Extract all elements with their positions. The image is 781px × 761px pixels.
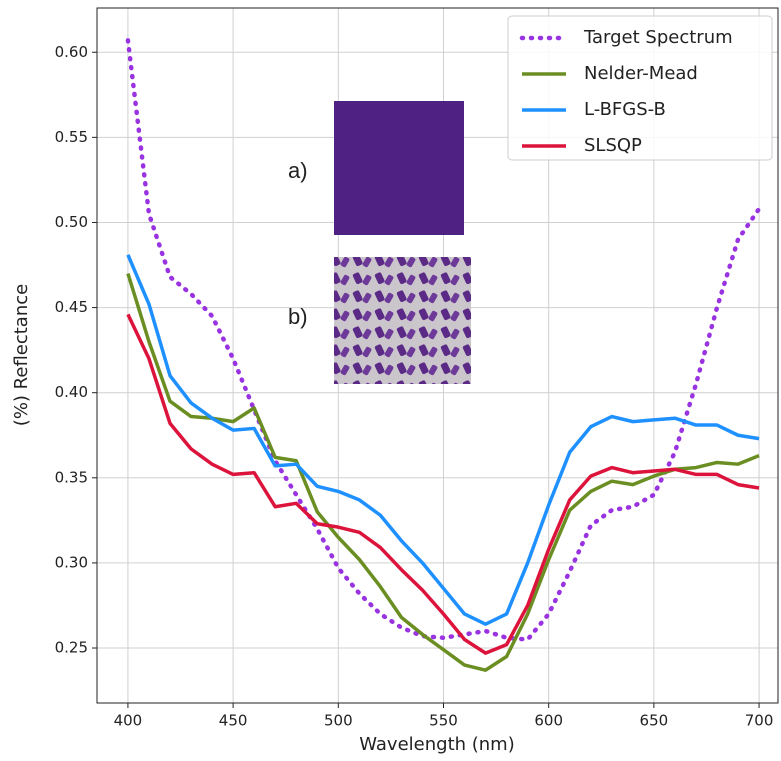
x-tick-label: 650 bbox=[640, 712, 669, 730]
series-line bbox=[126, 273, 760, 672]
x-tick-label: 700 bbox=[745, 712, 774, 730]
x-tick-label: 500 bbox=[324, 712, 353, 730]
y-tick-label: 0.30 bbox=[55, 553, 88, 571]
series-line bbox=[126, 254, 760, 626]
x-axis-label: Wavelength (nm) bbox=[359, 734, 515, 755]
y-tick-label: 0.40 bbox=[55, 383, 88, 401]
legend-label: SLSQP bbox=[584, 135, 642, 156]
y-tick-label: 0.35 bbox=[55, 468, 88, 486]
sample-swatch bbox=[334, 101, 464, 235]
legend-label: L-BFGS-B bbox=[584, 99, 666, 120]
y-tick-label: 0.45 bbox=[55, 298, 88, 316]
x-tick-label: 600 bbox=[534, 712, 563, 730]
y-tick-label: 0.55 bbox=[55, 128, 88, 146]
series-line bbox=[126, 313, 760, 655]
legend-label: Nelder-Mead bbox=[584, 63, 698, 84]
y-tick-label: 0.50 bbox=[55, 213, 88, 231]
y-tick-label: 0.60 bbox=[55, 43, 88, 61]
y-axis-label: (%) Reflectance bbox=[11, 284, 32, 426]
annotation: a) bbox=[288, 158, 308, 183]
plot-frame bbox=[96, 7, 779, 704]
annotation: b) bbox=[288, 304, 308, 329]
sample-photo bbox=[334, 257, 471, 384]
x-tick-label: 400 bbox=[114, 712, 143, 730]
y-tick-label: 0.25 bbox=[55, 639, 88, 657]
series-line bbox=[125, 38, 762, 642]
x-tick-label: 450 bbox=[219, 712, 248, 730]
x-tick-label: 550 bbox=[429, 712, 458, 730]
legend-label: Target Spectrum bbox=[583, 27, 733, 48]
legend-box bbox=[507, 15, 773, 161]
